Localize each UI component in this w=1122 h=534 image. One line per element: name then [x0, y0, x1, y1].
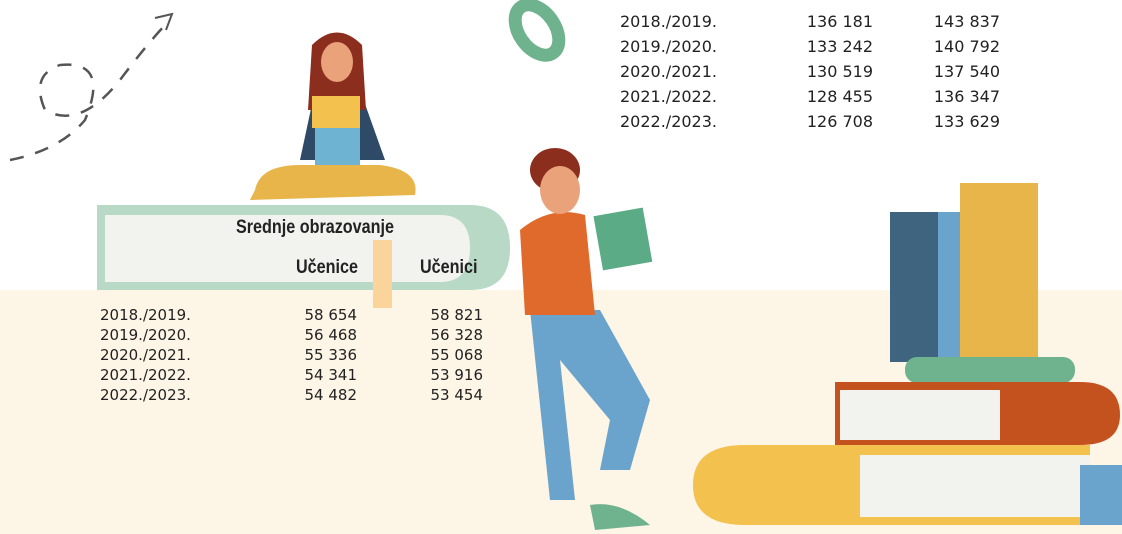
- book-blue-spine: [938, 212, 962, 362]
- table-cell: 58 654: [304, 306, 358, 324]
- girl-face: [321, 42, 353, 82]
- boy-legs: [530, 310, 650, 500]
- girl-book: [312, 96, 360, 128]
- dashed-arrow: [9, 19, 171, 162]
- book-edge: [1080, 465, 1122, 525]
- table-cell: 2018./2019.: [620, 12, 717, 31]
- table-cell: 2022./2023.: [100, 386, 191, 404]
- table-cell: 2022./2023.: [620, 112, 717, 131]
- table-cell: 54 482: [304, 386, 358, 404]
- table-cell: 133 629: [933, 112, 1000, 131]
- table-cell: 55 068: [430, 346, 484, 364]
- table-cell: 137 540: [933, 62, 1000, 81]
- table-cell: 56 468: [304, 326, 358, 344]
- table-cell: 136 181: [806, 12, 873, 31]
- table-cell: 143 837: [933, 12, 1000, 31]
- boy-face: [540, 166, 580, 214]
- book-yellow: [960, 183, 1038, 363]
- book-orange-pages: [840, 390, 1000, 440]
- table-cell: 55 336: [304, 346, 358, 364]
- table-cell: 136 347: [933, 87, 1000, 106]
- table-title: Srednje obrazovanje: [236, 217, 394, 238]
- table-cell: 2020./2021.: [620, 62, 717, 81]
- table-cell: 140 792: [933, 37, 1000, 56]
- table-cell: 128 455: [806, 87, 873, 106]
- girl-legs: [250, 165, 416, 200]
- table-cell: 53 454: [430, 386, 484, 404]
- table-cell: 130 519: [806, 62, 873, 81]
- bookmark: [373, 240, 392, 308]
- table-cell: 133 242: [806, 37, 873, 56]
- table-cell: 2020./2021.: [100, 346, 191, 364]
- table-cell: 2018./2019.: [100, 306, 191, 324]
- table-cell: 53 916: [430, 366, 484, 384]
- boy-book: [593, 207, 653, 271]
- boy-shirt: [520, 212, 595, 315]
- table-cell: 2019./2020.: [100, 326, 191, 344]
- ring: [508, 0, 566, 62]
- table-cell: 126 708: [806, 112, 873, 131]
- arrow-head: [154, 12, 174, 31]
- column-header: Učenice: [296, 257, 358, 278]
- table-cell: 54 341: [304, 366, 358, 384]
- table-cell: 2021./2022.: [620, 87, 717, 106]
- table-cell: 58 821: [430, 306, 484, 324]
- column-header: Učenici: [420, 257, 478, 278]
- table-cell: 56 328: [430, 326, 484, 344]
- book-yellow-pages: [860, 455, 1090, 517]
- boy-shoe: [590, 504, 650, 530]
- book-green: [905, 357, 1075, 383]
- table-cell: 2021./2022.: [100, 366, 191, 384]
- table-cell: 2019./2020.: [620, 37, 717, 56]
